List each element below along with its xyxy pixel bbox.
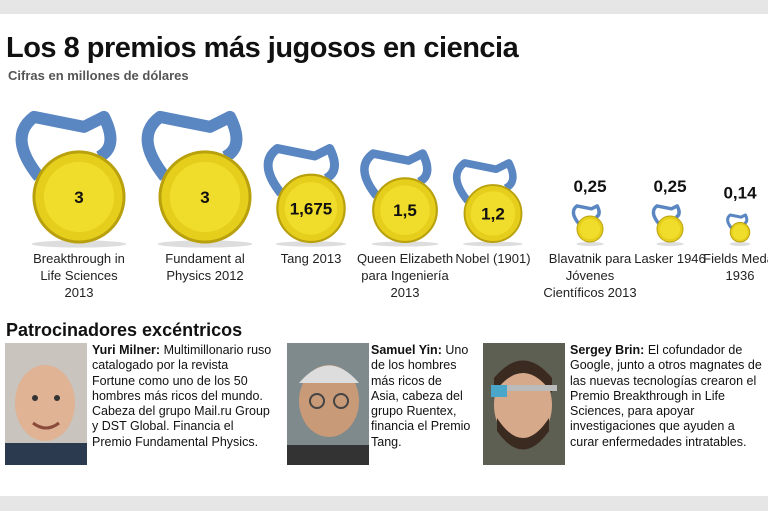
sponsor-name: Samuel Yin: (371, 343, 442, 357)
medal-shadow (463, 241, 523, 247)
ribbon (141, 110, 243, 181)
sponsor-text: Uno de los hombres más ricos de Asia, ca… (371, 343, 471, 449)
medal-inner (169, 161, 241, 233)
medal-shadow (31, 240, 127, 248)
sponsor: Samuel Yin: Uno de los hombres más ricos… (371, 343, 471, 450)
value-label: 0,14 (723, 184, 757, 203)
sponsor-name: Yuri Milner: (92, 343, 161, 357)
medal-inner (470, 191, 516, 236)
category-label: Queen Elizabeth para Ingeniería 2013 (356, 251, 454, 300)
top-band (0, 0, 768, 14)
bottom-band (0, 496, 768, 511)
medal-shadow (371, 241, 439, 247)
category-label: Lasker 1946 (634, 251, 706, 266)
photo (483, 343, 565, 465)
medal-inner (284, 182, 338, 235)
ribbon (726, 213, 749, 229)
photo (5, 343, 87, 465)
medal-inner (732, 224, 748, 240)
chart-title: Los 8 premios más jugosos en ciencia (6, 32, 519, 64)
photo (287, 343, 369, 465)
sponsor-name: Sergey Brin: (570, 343, 645, 357)
chart-subtitle: Cifras en millones de dólares (8, 68, 189, 83)
ribbon (360, 149, 432, 199)
ribbon (452, 159, 517, 204)
ribbon (15, 110, 117, 181)
sponsor-text: El cofundador de Google, junto a otros m… (570, 343, 762, 449)
sponsor-text: Multimillonario ruso catalogado por la r… (92, 343, 272, 449)
ribbon (571, 204, 601, 225)
ribbon (263, 144, 339, 197)
value-label: 0,25 (573, 177, 606, 196)
medal-inner (659, 218, 681, 240)
medal-inner (380, 185, 430, 235)
medal-chart: 3 3 1,675 1,5 1,2 0,25 0,25 0,14 (15, 110, 757, 248)
medal-shadow (656, 242, 684, 246)
sponsor: Yuri Milner: Multimillonario ruso catalo… (92, 343, 272, 450)
category-label: Nobel (1901) (455, 251, 531, 266)
medal-shadow (729, 242, 751, 246)
medal-inner (579, 218, 601, 240)
value-label: 0,25 (653, 177, 686, 196)
value-label: 1,2 (481, 205, 505, 224)
category-label: Blavatnik para Jóvenes Científicos 2013 (543, 251, 637, 300)
ribbon (651, 204, 681, 225)
medal-shadow (275, 241, 347, 247)
medal-shadow (576, 242, 604, 246)
category-label: Fundament al Physics 2012 (165, 251, 245, 283)
medal-shadow (157, 240, 253, 248)
value-label: 1,675 (290, 199, 333, 218)
value-label: 3 (200, 188, 209, 207)
category-label: Fields Medal 1936 (703, 251, 768, 283)
medal-inner (43, 161, 115, 233)
value-label: 1,5 (393, 201, 417, 220)
category-label: Breakthrough in Life Sciences 2013 (33, 251, 125, 300)
section-title: Patrocinadores excéntricos (6, 320, 243, 340)
value-label: 3 (74, 188, 83, 207)
category-label: Tang 2013 (280, 251, 342, 266)
sponsor: Sergey Brin: El cofundador de Google, ju… (570, 343, 762, 450)
